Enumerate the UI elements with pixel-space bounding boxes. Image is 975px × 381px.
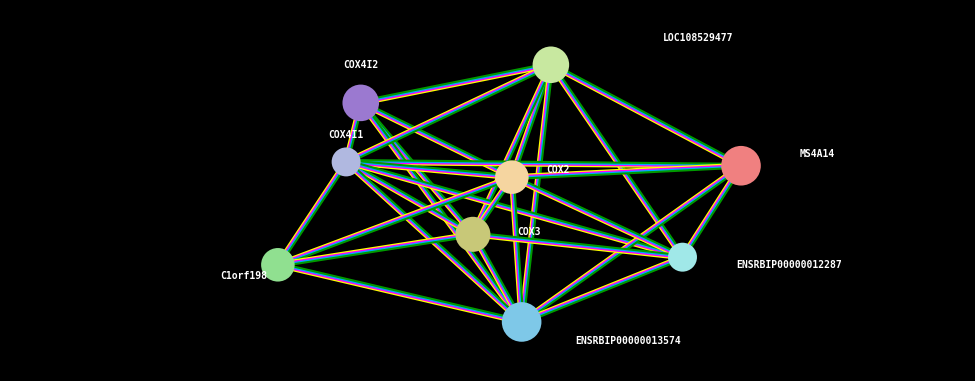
Circle shape bbox=[342, 85, 379, 121]
Text: COX2: COX2 bbox=[546, 165, 569, 174]
Circle shape bbox=[332, 147, 361, 176]
Circle shape bbox=[455, 217, 490, 252]
Text: COX3: COX3 bbox=[517, 227, 540, 237]
Circle shape bbox=[502, 302, 541, 342]
Text: LOC108529477: LOC108529477 bbox=[663, 33, 733, 43]
Text: ENSRBIP00000012287: ENSRBIP00000012287 bbox=[736, 260, 841, 270]
Circle shape bbox=[668, 243, 697, 272]
Text: COX4I2: COX4I2 bbox=[343, 60, 378, 70]
Circle shape bbox=[532, 46, 569, 83]
Circle shape bbox=[261, 248, 294, 282]
Circle shape bbox=[722, 146, 760, 186]
Text: COX4I1: COX4I1 bbox=[329, 130, 364, 140]
Text: ENSRBIP00000013574: ENSRBIP00000013574 bbox=[575, 336, 681, 346]
Circle shape bbox=[495, 160, 528, 194]
Text: MS4A14: MS4A14 bbox=[800, 149, 835, 159]
Text: C1orf198: C1orf198 bbox=[220, 271, 267, 281]
